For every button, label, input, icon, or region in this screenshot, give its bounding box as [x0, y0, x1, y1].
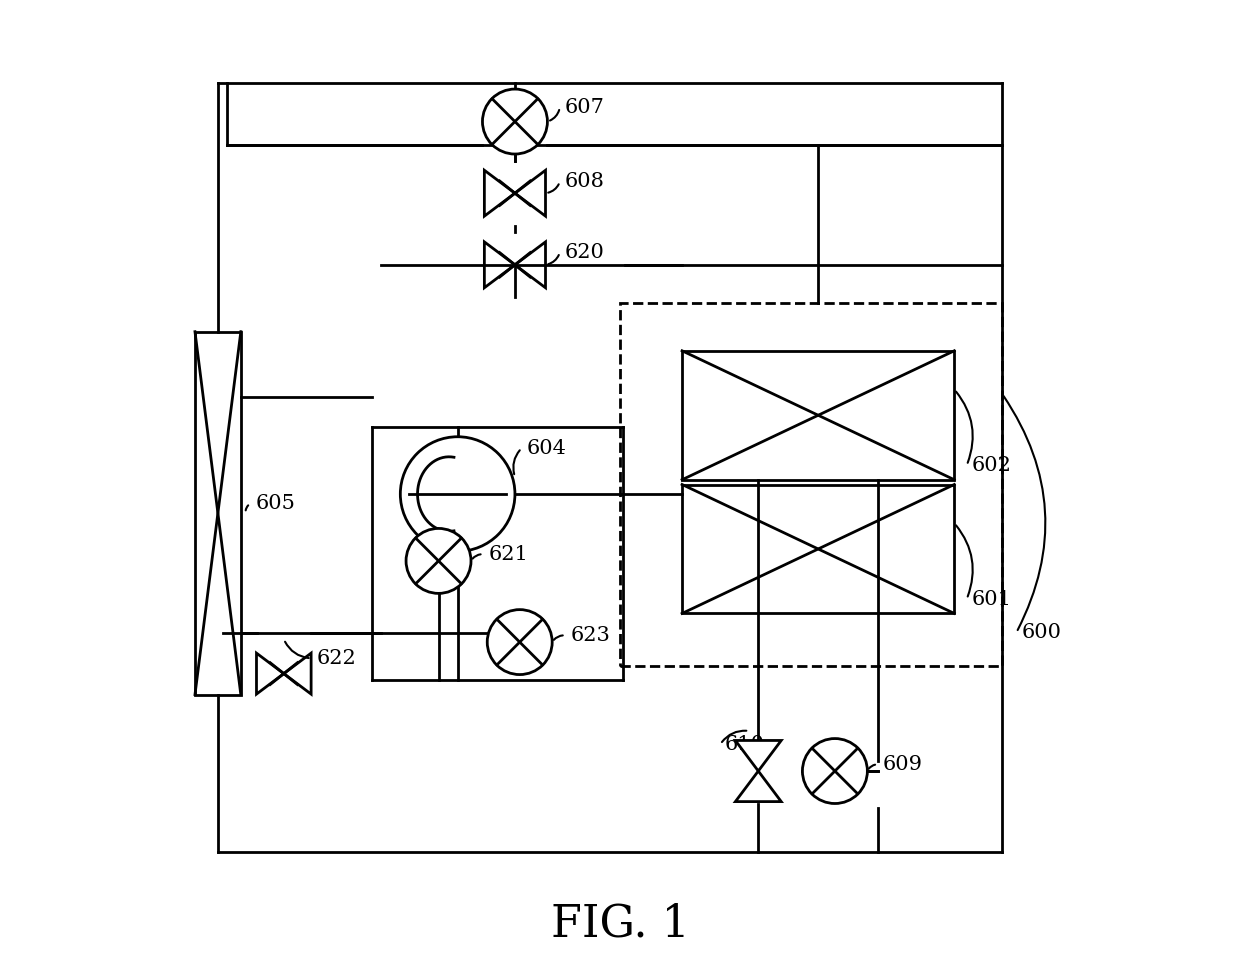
Circle shape	[401, 437, 515, 551]
Text: 605: 605	[255, 494, 295, 514]
Circle shape	[487, 610, 552, 674]
Text: 620: 620	[564, 243, 604, 262]
Circle shape	[482, 89, 547, 154]
Text: 621: 621	[489, 545, 528, 564]
Polygon shape	[735, 771, 781, 801]
Text: 604: 604	[527, 439, 567, 457]
Text: 623: 623	[570, 626, 610, 645]
Text: 610: 610	[725, 735, 765, 754]
Bar	[682, 484, 955, 613]
Circle shape	[405, 528, 471, 593]
Bar	[620, 303, 1002, 666]
Bar	[682, 351, 955, 480]
Text: 608: 608	[564, 172, 604, 191]
Text: 601: 601	[971, 589, 1012, 609]
Text: 622: 622	[316, 649, 356, 668]
Text: 607: 607	[564, 98, 604, 116]
Text: 609: 609	[883, 755, 923, 774]
Polygon shape	[735, 740, 781, 771]
Text: FIG. 1: FIG. 1	[551, 902, 689, 946]
Circle shape	[802, 738, 867, 803]
Bar	[195, 331, 241, 695]
Text: 602: 602	[971, 455, 1012, 475]
Text: 600: 600	[1022, 623, 1061, 642]
